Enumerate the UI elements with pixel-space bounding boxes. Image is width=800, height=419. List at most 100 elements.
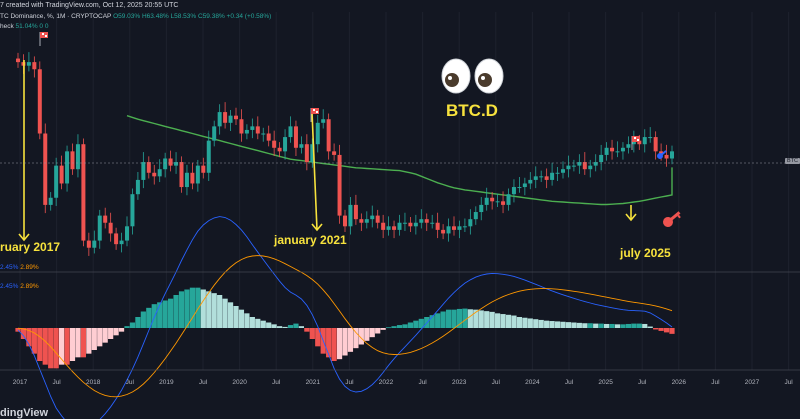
- candle: [452, 226, 456, 230]
- candle: [97, 215, 102, 241]
- x-tick-label: 2021: [306, 379, 321, 386]
- candle: [664, 154, 669, 159]
- x-tick-label: 2023: [452, 379, 467, 386]
- histogram-bar: [86, 328, 92, 354]
- tradingview-logo: dingView: [0, 407, 49, 419]
- candle: [16, 58, 20, 63]
- histogram-bar: [108, 328, 114, 339]
- candle: [157, 169, 162, 177]
- key-marker-icon: [657, 150, 667, 159]
- candle: [48, 197, 53, 205]
- indicator-name[interactable]: heck: [0, 23, 14, 30]
- candle: [32, 62, 37, 70]
- histogram-bar: [59, 328, 65, 365]
- candle: [375, 215, 380, 223]
- candle: [326, 119, 331, 152]
- candle: [566, 165, 571, 170]
- histogram-bar: [505, 314, 512, 328]
- histogram-bar: [418, 318, 424, 328]
- annotation-arrow: [311, 111, 318, 231]
- candle: [430, 222, 435, 224]
- histogram-bar: [435, 313, 441, 328]
- x-tick-label: Jul: [565, 379, 574, 386]
- histogram-bar: [375, 328, 381, 334]
- candle: [533, 176, 538, 180]
- candle: [561, 169, 565, 173]
- histogram-bar: [544, 320, 550, 328]
- x-tick-label: 2024: [525, 379, 540, 386]
- candle: [293, 126, 298, 148]
- histogram-bar: [478, 310, 484, 328]
- candle: [244, 129, 249, 134]
- histogram-bar: [631, 323, 637, 328]
- histogram-bar: [451, 309, 457, 328]
- indicator-legend: heck 51.04% 0 0: [0, 22, 48, 32]
- histogram-bar: [396, 325, 403, 328]
- histogram-bar: [500, 314, 506, 328]
- candle: [402, 222, 407, 224]
- histogram-bar: [560, 321, 566, 328]
- grid: [19, 12, 790, 370]
- candle: [174, 162, 179, 166]
- candle: [631, 140, 636, 145]
- histogram-bar: [669, 328, 675, 334]
- histogram-bar: [304, 328, 310, 332]
- histogram-bar: [549, 321, 555, 328]
- histogram-bar: [189, 287, 195, 328]
- candle: [250, 126, 255, 130]
- annotation-arrowhead: [625, 213, 637, 222]
- candle: [108, 222, 113, 234]
- candle: [446, 226, 451, 234]
- histogram-bar: [266, 322, 272, 328]
- x-tick-label: Jul: [345, 379, 354, 386]
- candle: [626, 144, 631, 148]
- histogram-bar: [31, 328, 37, 354]
- candle: [539, 176, 544, 178]
- histogram-bar: [124, 326, 130, 328]
- candle: [599, 154, 604, 163]
- symbol-legend: TC Dominance, %, 1M · CRYPTOCAP O59.03% …: [0, 12, 271, 22]
- histogram-bar: [293, 323, 299, 328]
- histogram-bar: [173, 295, 179, 328]
- histogram-bar: [118, 328, 125, 332]
- candle: [593, 162, 598, 166]
- candle: [321, 119, 326, 123]
- histogram-bar: [653, 328, 659, 330]
- x-tick-label: 2022: [379, 379, 394, 386]
- x-tick-label: Jul: [272, 379, 281, 386]
- candle: [353, 204, 358, 220]
- candle: [468, 219, 473, 227]
- histogram-bar: [282, 326, 288, 328]
- histogram-bar: [298, 326, 304, 328]
- candle: [370, 215, 375, 220]
- histogram-bar: [287, 325, 294, 328]
- histogram-bar: [658, 328, 664, 331]
- histogram-bar: [309, 328, 315, 339]
- histogram-bar: [604, 323, 610, 328]
- histogram-bar: [260, 320, 266, 328]
- key-icon: [663, 211, 681, 227]
- moving-average-line: [126, 115, 673, 206]
- candle: [255, 126, 260, 134]
- candle: [397, 222, 402, 230]
- candle: [184, 172, 189, 188]
- candle: [201, 165, 206, 173]
- x-tick-label: Jul: [784, 379, 793, 386]
- histogram-bar: [516, 317, 522, 328]
- candle: [343, 215, 347, 227]
- histogram-bar: [271, 324, 277, 328]
- histogram-bar: [347, 328, 354, 352]
- x-tick-label: 2019: [159, 379, 174, 386]
- candle: [315, 122, 320, 145]
- candle: [37, 69, 42, 134]
- macd-line: [17, 216, 673, 419]
- candle: [130, 194, 135, 227]
- macd-value: 2.45%: [0, 264, 19, 271]
- candle: [648, 137, 653, 139]
- histogram-bar: [255, 318, 261, 328]
- x-tick-label: 2025: [598, 379, 613, 386]
- symbol-name[interactable]: TC Dominance, %, 1M · CRYPTOCAP: [0, 13, 112, 20]
- oscillator-legend-2: 2.45% 2.89%: [0, 282, 39, 292]
- candle: [26, 62, 31, 66]
